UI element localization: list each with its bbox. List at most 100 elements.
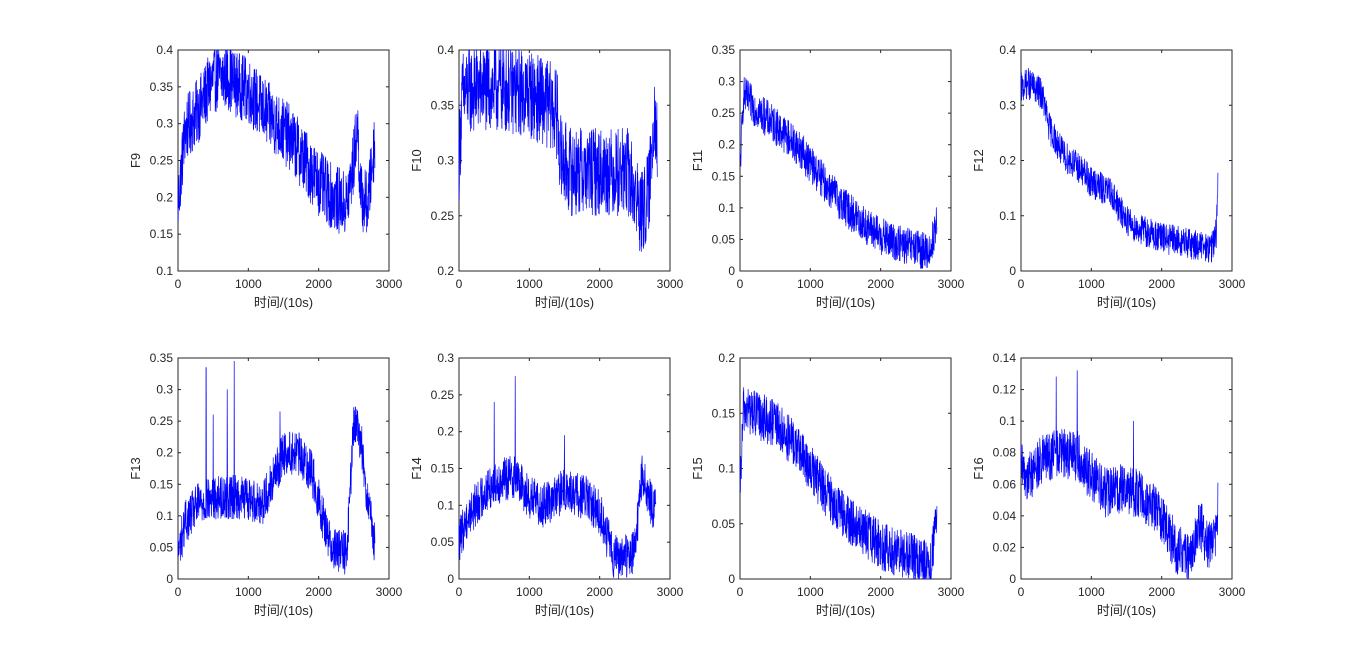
x-tick-label: 3000 xyxy=(657,277,684,291)
x-tick-label: 1000 xyxy=(1078,585,1105,599)
y-tick-label: 0.1 xyxy=(156,264,173,278)
y-tick-label: 0.4 xyxy=(437,43,454,57)
y-tick-label: 0 xyxy=(166,572,173,586)
y-axis-label: F15 xyxy=(690,457,705,479)
series-line-F16 xyxy=(1020,370,1219,580)
y-tick-label: 0.1 xyxy=(718,201,735,215)
y-tick-label: 0.25 xyxy=(150,154,174,168)
y-tick-label: 0.35 xyxy=(150,351,174,365)
y-tick-label: 0.35 xyxy=(150,80,174,94)
x-tick-label: 1000 xyxy=(1078,277,1105,291)
y-tick-label: 0.3 xyxy=(437,154,454,168)
y-tick-label: 0.3 xyxy=(999,98,1016,112)
y-tick-label: 0.2 xyxy=(999,154,1016,168)
y-axis-label: F12 xyxy=(971,149,986,171)
x-tick-label: 2000 xyxy=(305,277,332,291)
x-tick-label: 3000 xyxy=(938,277,965,291)
y-tick-label: 0 xyxy=(447,572,454,586)
y-tick-label: 0.2 xyxy=(718,138,735,152)
x-axis-label: 时间/(10s) xyxy=(1097,295,1156,310)
x-tick-label: 1000 xyxy=(516,277,543,291)
y-axis-label: F9 xyxy=(128,153,143,168)
x-tick-label: 3000 xyxy=(657,585,684,599)
subplot-5: 0 1000 2000 3000 0 0.05 0.1 0.15 0.2 0.25 0.3 0.35 时… xyxy=(128,351,403,618)
y-tick-label: 0 xyxy=(728,572,735,586)
y-tick-label: 0.1 xyxy=(999,414,1016,428)
y-tick-label: 0.2 xyxy=(156,446,173,460)
x-axis-label: 时间/(10s) xyxy=(816,295,875,310)
y-tick-label: 0 xyxy=(1009,572,1016,586)
x-tick-label: 1000 xyxy=(235,585,262,599)
y-tick-label: 0.3 xyxy=(156,117,173,131)
y-tick-label: 0.08 xyxy=(993,446,1017,460)
y-axis-label: F13 xyxy=(128,457,143,479)
x-tick-label: 1000 xyxy=(797,277,824,291)
x-tick-label: 0 xyxy=(1018,277,1025,291)
subplot-6: 0 1000 2000 3000 0 0.05 0.1 0.15 0.2 0.25 0.3 时间/(1… xyxy=(409,351,684,618)
y-tick-label: 0.2 xyxy=(437,264,454,278)
x-tick-label: 0 xyxy=(456,585,463,599)
x-tick-label: 0 xyxy=(737,585,744,599)
y-tick-label: 0.2 xyxy=(156,190,173,204)
x-tick-label: 2000 xyxy=(586,277,613,291)
x-axis-label: 时间/(10s) xyxy=(1097,603,1156,618)
x-tick-label: 0 xyxy=(175,277,182,291)
x-tick-label: 3000 xyxy=(376,277,403,291)
y-tick-label: 0.25 xyxy=(712,106,736,120)
x-tick-label: 1000 xyxy=(235,277,262,291)
subplot-1: 0 1000 2000 3000 0.1 0.15 0.2 0.25 0.3 0.35 0.4 时间/… xyxy=(128,43,403,310)
x-tick-label: 0 xyxy=(1018,585,1025,599)
y-tick-label: 0.1 xyxy=(999,209,1016,223)
y-axis-label: F11 xyxy=(690,150,705,171)
y-tick-label: 0.3 xyxy=(718,75,735,89)
y-tick-label: 0.3 xyxy=(156,383,173,397)
x-tick-label: 0 xyxy=(175,585,182,599)
series-line-F13 xyxy=(177,360,376,575)
x-tick-label: 3000 xyxy=(938,585,965,599)
x-tick-label: 1000 xyxy=(516,585,543,599)
series-line-F9 xyxy=(177,49,376,234)
y-axis-label: F16 xyxy=(971,457,986,479)
x-axis-label: 时间/(10s) xyxy=(254,295,313,310)
y-tick-label: 0.06 xyxy=(993,477,1017,491)
x-axis-label: 时间/(10s) xyxy=(535,603,594,618)
x-tick-label: 2000 xyxy=(867,585,894,599)
subplot-7: 0 1000 2000 3000 0 0.05 0.1 0.15 0.2 时间/(10s) F15 xyxy=(690,351,965,618)
y-tick-label: 0.05 xyxy=(712,517,736,531)
x-tick-label: 2000 xyxy=(305,585,332,599)
subplot-3: 0 1000 2000 3000 0 0.05 0.1 0.15 0.2 0.25 0.3 0.35 时… xyxy=(690,43,965,310)
x-tick-label: 2000 xyxy=(586,585,613,599)
y-tick-label: 0 xyxy=(728,264,735,278)
x-tick-label: 3000 xyxy=(376,585,403,599)
y-tick-label: 0.1 xyxy=(156,509,173,523)
y-tick-label: 0.2 xyxy=(437,425,454,439)
y-tick-label: 0.15 xyxy=(431,462,455,476)
series-line-F10 xyxy=(458,49,658,252)
x-tick-label: 3000 xyxy=(1219,585,1246,599)
x-axis-label: 时间/(10s) xyxy=(254,603,313,618)
x-tick-label: 2000 xyxy=(867,277,894,291)
series-line-F11 xyxy=(739,76,938,269)
y-tick-label: 0.15 xyxy=(712,169,736,183)
y-tick-label: 0.05 xyxy=(712,232,736,246)
x-tick-label: 2000 xyxy=(1148,277,1175,291)
x-tick-label: 1000 xyxy=(797,585,824,599)
series-line-F12 xyxy=(1020,68,1219,263)
y-tick-label: 0.3 xyxy=(437,351,454,365)
y-tick-label: 0.1 xyxy=(718,462,735,476)
series-line-F15 xyxy=(739,387,938,580)
y-tick-label: 0.1 xyxy=(437,498,454,512)
y-tick-label: 0.35 xyxy=(712,43,736,57)
y-tick-label: 0.25 xyxy=(431,388,455,402)
y-axis-label: F10 xyxy=(409,149,424,171)
x-tick-label: 0 xyxy=(456,277,463,291)
subplot-4: 0 1000 2000 3000 0 0.1 0.2 0.3 0.4 时间/(10s) F12 xyxy=(971,43,1246,310)
y-tick-label: 0.15 xyxy=(150,477,174,491)
subplot-8: 0 1000 2000 3000 0 0.02 0.04 0.06 0.08 0.1 0.12 0.1… xyxy=(971,351,1246,618)
y-tick-label: 0.15 xyxy=(150,227,174,241)
y-tick-label: 0.12 xyxy=(993,383,1017,397)
plot-frame xyxy=(1020,49,1233,272)
x-axis-label: 时间/(10s) xyxy=(816,603,875,618)
y-tick-label: 0.15 xyxy=(712,406,736,420)
